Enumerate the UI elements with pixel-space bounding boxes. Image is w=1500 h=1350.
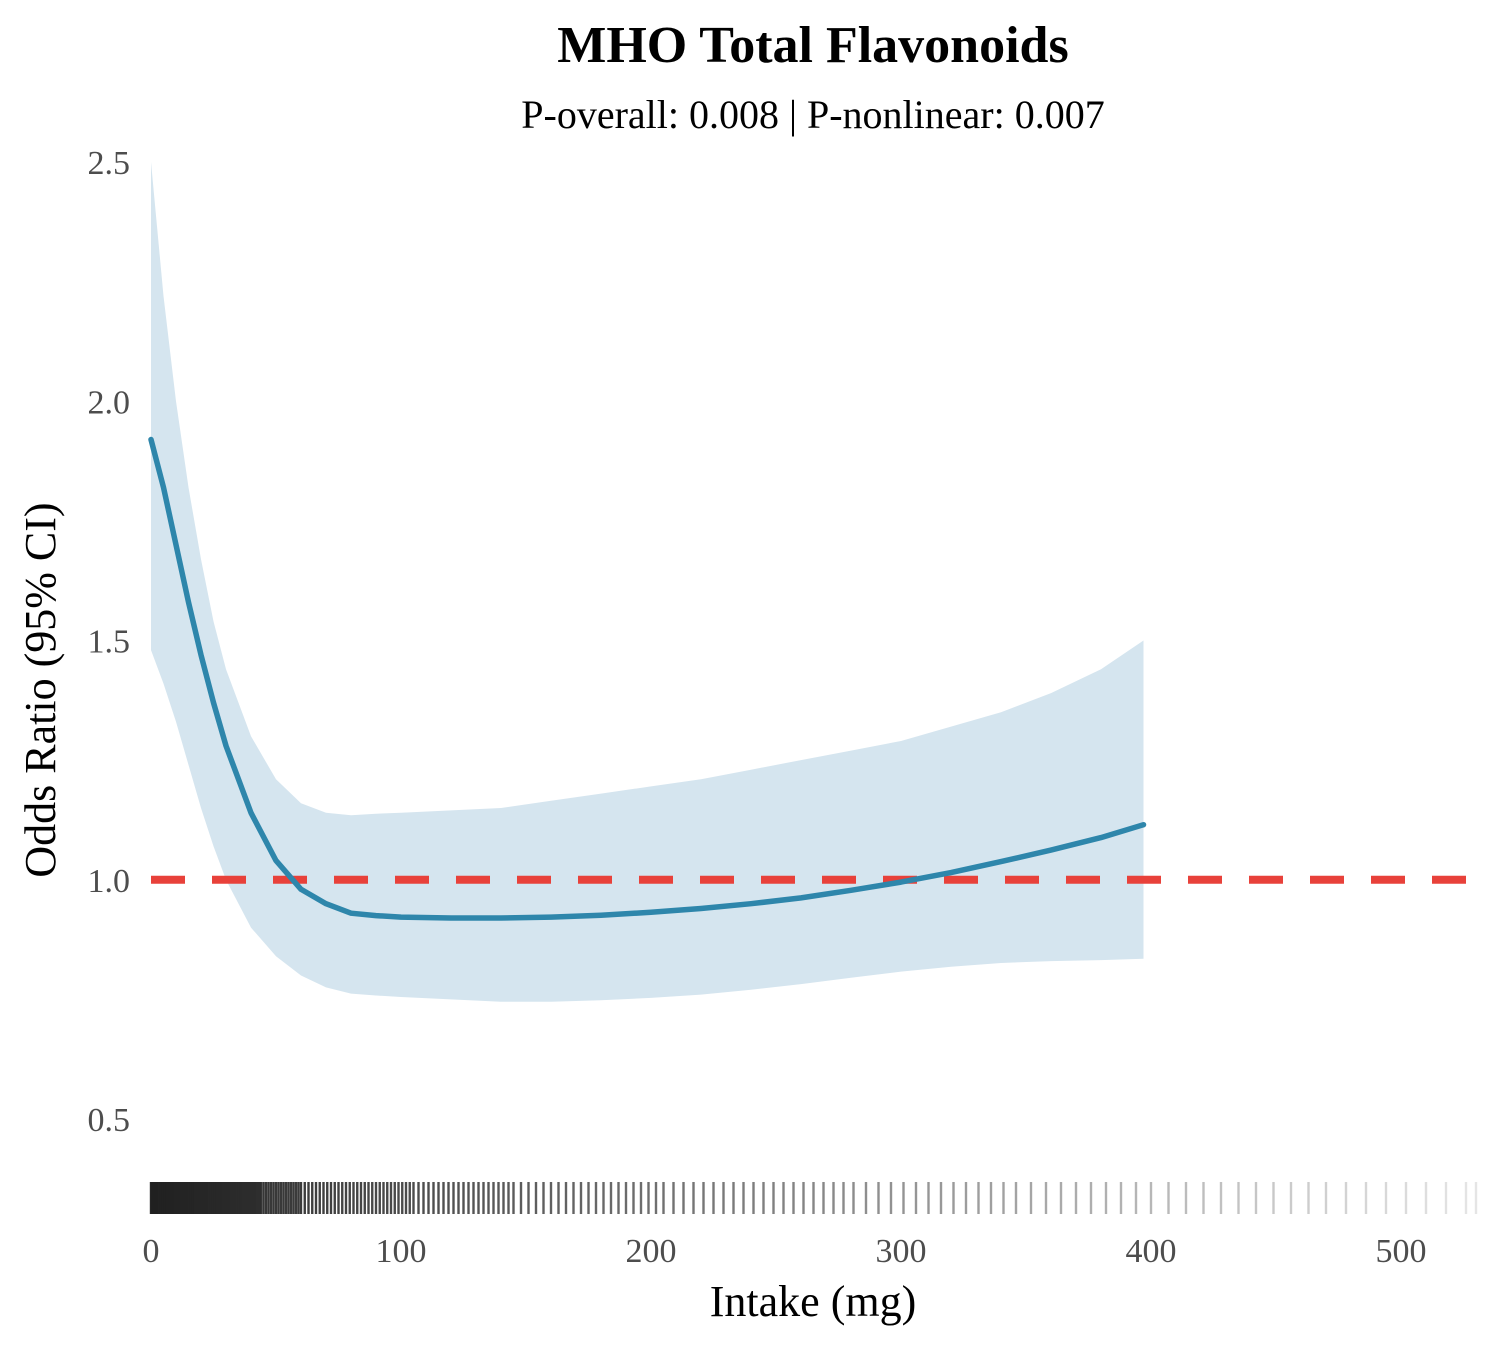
confidence-band [151, 162, 1144, 1002]
x-axis-label: Intake (mg) [710, 1277, 916, 1326]
rug-plot [149, 1182, 1478, 1214]
y-tick-label: 2.5 [88, 145, 131, 182]
y-tick-label: 1.0 [88, 863, 131, 900]
y-axis-ticks: 0.5 1.0 1.5 2.0 2.5 [88, 145, 131, 1139]
x-tick-label: 500 [1376, 1233, 1427, 1270]
chart-title: MHO Total Flavonoids [557, 17, 1068, 74]
odds-ratio-line [148, 436, 1147, 921]
confidence-band-layer [151, 162, 1144, 1002]
y-tick-label: 0.5 [88, 1102, 131, 1139]
y-axis-label: Odds Ratio (95% CI) [16, 502, 65, 877]
y-tick-label: 2.0 [88, 384, 131, 421]
y-tick-label: 1.5 [88, 624, 131, 661]
series-line-layer [148, 436, 1147, 921]
x-tick-label: 0 [143, 1233, 160, 1270]
x-axis-ticks: 0 100 200 300 400 500 [143, 1233, 1427, 1270]
x-tick-label: 200 [626, 1233, 677, 1270]
x-tick-label: 300 [876, 1233, 927, 1270]
chart-subtitle: P-overall: 0.008 | P-nonlinear: 0.007 [521, 92, 1104, 137]
x-tick-label: 100 [376, 1233, 427, 1270]
x-tick-label: 400 [1126, 1233, 1177, 1270]
